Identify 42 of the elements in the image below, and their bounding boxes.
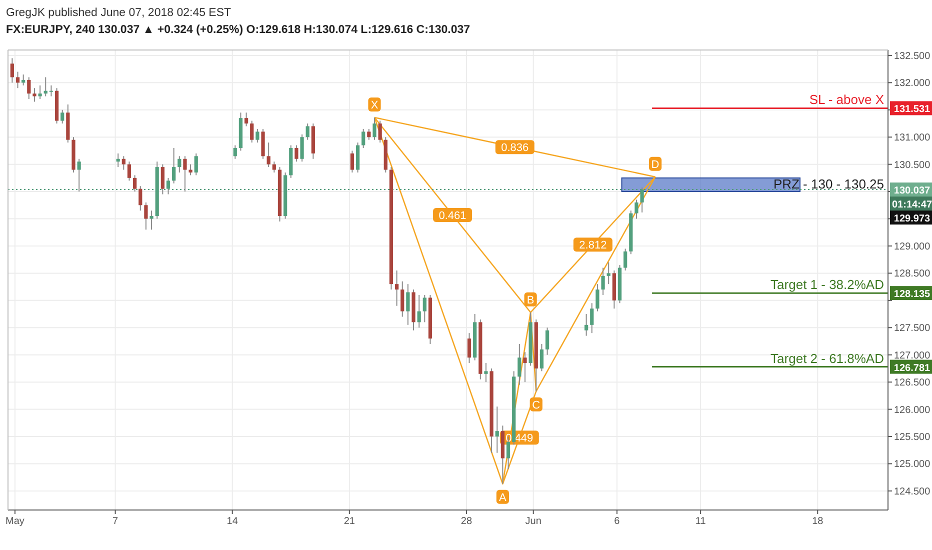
- annotation: 2.812: [579, 240, 607, 252]
- annotation: C: [532, 399, 540, 412]
- x-tick-label: 7: [112, 516, 119, 527]
- ref-line-label: Target 2 - 61.8%AD: [770, 350, 884, 366]
- annotation: B: [526, 294, 534, 306]
- y-tick-label: 129.000: [894, 241, 931, 252]
- ref-line-label: Target 1 - 38.2%AD: [770, 277, 884, 292]
- x-tick-label: 28: [460, 516, 472, 527]
- y-tick-label: 132.000: [894, 78, 931, 90]
- x-tick-label: 18: [812, 516, 824, 527]
- x-tick-label: 6: [614, 516, 620, 527]
- annotation: 0.836: [501, 142, 529, 154]
- text: 131.531: [894, 104, 931, 116]
- band-label: PRZ - 130 - 130.25: [773, 176, 884, 192]
- y-tick-label: 128.500: [894, 268, 931, 280]
- y-tick-label: 125.000: [894, 459, 931, 470]
- y-tick-label: 131.000: [894, 132, 931, 144]
- x-tick-label: Jun: [525, 516, 542, 527]
- annotation: X: [370, 100, 379, 112]
- y-tick-label: 127.500: [894, 323, 931, 334]
- chart-title: GregJK published June 07, 2018 02:45 EST: [6, 7, 232, 19]
- x-tick-label: 11: [695, 516, 706, 527]
- y-tick-label: 126.500: [894, 378, 931, 389]
- text: 130.037: [894, 186, 931, 197]
- text: 129.973: [894, 214, 931, 225]
- annotation: D: [651, 158, 660, 171]
- text: 01:14:47: [892, 200, 932, 211]
- annotation: A: [499, 492, 508, 504]
- y-tick-label: 132.500: [894, 50, 931, 62]
- y-tick-label: 130.500: [894, 160, 931, 171]
- chart-subtitle: FX:EURJPY, 240 130.037 ▲ +0.324 (+0.25%) O:129.618 H:130.074 L:129.616 C:130.037: [6, 24, 470, 36]
- y-tick-label: 127.000: [894, 350, 931, 362]
- y-tick-label: 124.500: [894, 486, 931, 498]
- ref-line-label: SL - above X: [809, 92, 884, 108]
- text: 128.135: [894, 289, 931, 300]
- y-tick-label: 125.500: [894, 432, 931, 444]
- x-tick-label: 21: [344, 516, 356, 527]
- y-tick-label: 126.000: [894, 404, 931, 416]
- x-tick-label: May: [6, 516, 24, 527]
- annotation: 0.461: [438, 210, 466, 222]
- x-tick-label: 14: [226, 516, 238, 527]
- text: 126.781: [894, 362, 931, 374]
